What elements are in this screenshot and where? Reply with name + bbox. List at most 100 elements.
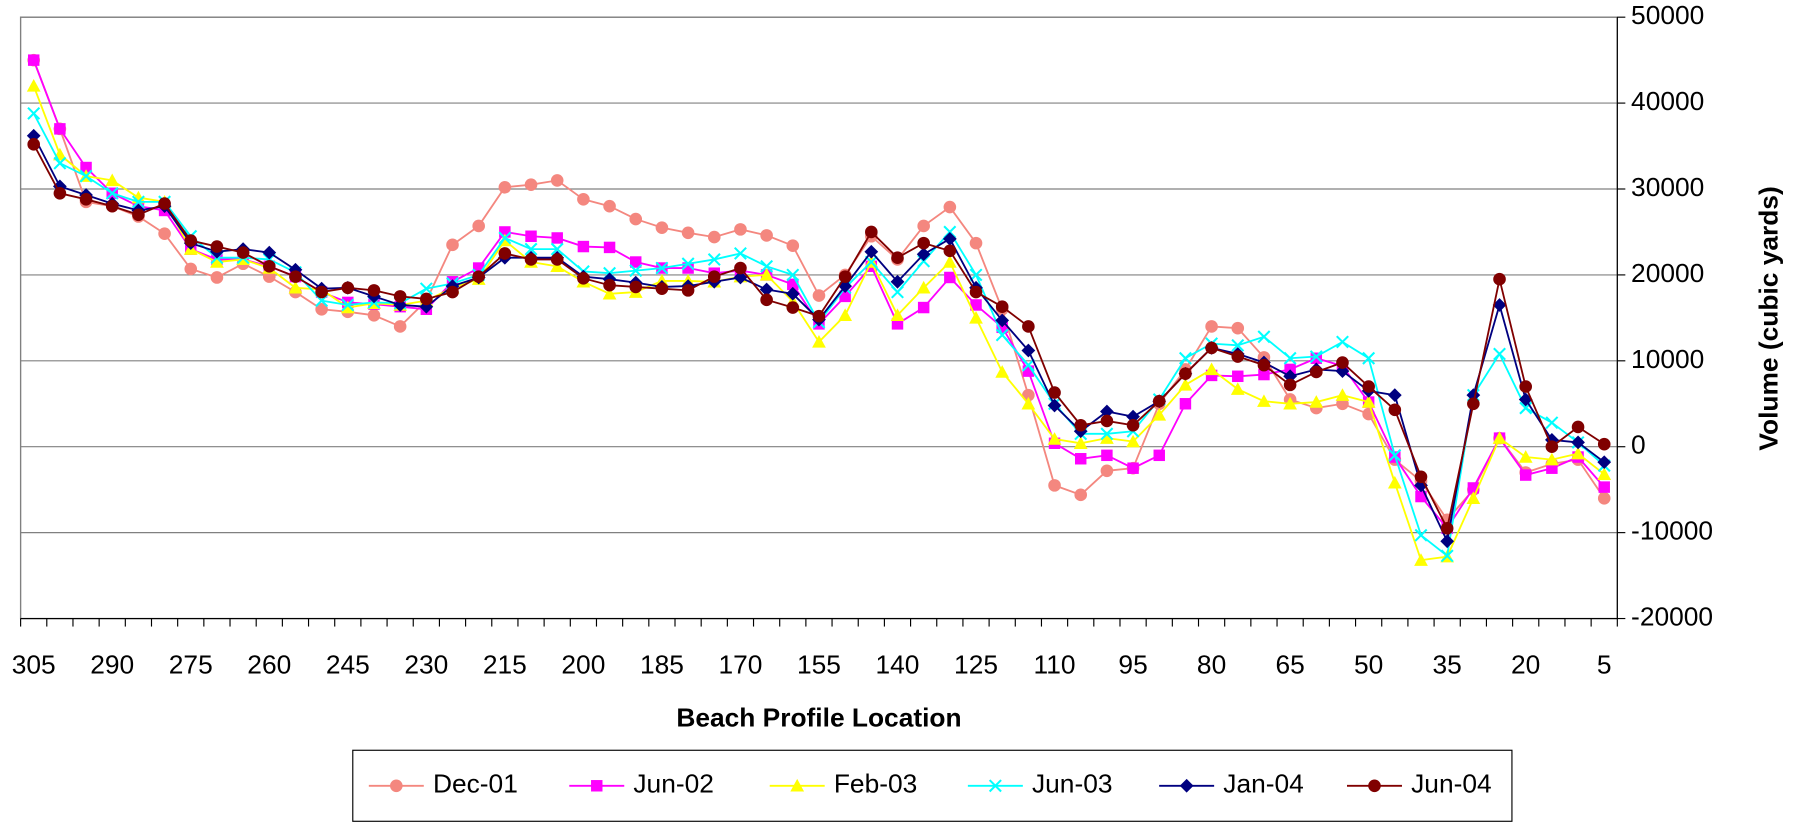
marker xyxy=(420,292,433,306)
marker xyxy=(1127,462,1139,474)
y-axis-title: Volume (cubic yards) xyxy=(1754,186,1784,450)
marker xyxy=(865,225,878,239)
marker xyxy=(1467,482,1480,494)
marker xyxy=(498,247,512,260)
marker xyxy=(760,229,773,242)
marker xyxy=(733,246,747,260)
marker xyxy=(1021,358,1035,372)
marker xyxy=(1022,320,1035,333)
marker xyxy=(917,301,930,314)
x-tick-label: 215 xyxy=(483,650,527,680)
marker xyxy=(210,271,224,284)
marker xyxy=(1205,369,1218,382)
marker xyxy=(629,212,643,226)
marker xyxy=(790,778,805,792)
marker xyxy=(1518,450,1533,463)
marker xyxy=(787,278,799,291)
marker xyxy=(1258,368,1270,381)
marker xyxy=(1021,396,1036,410)
marker xyxy=(446,238,459,252)
marker xyxy=(577,272,590,285)
x-tick-label: 275 xyxy=(169,650,213,680)
marker xyxy=(1545,452,1559,466)
marker xyxy=(970,299,982,311)
x-tick-label: 155 xyxy=(797,650,841,680)
marker xyxy=(942,255,957,268)
marker xyxy=(525,230,537,242)
marker xyxy=(105,199,119,213)
marker xyxy=(499,226,511,238)
x-tick-label: 50 xyxy=(1354,650,1383,680)
x-tick-label: 65 xyxy=(1275,650,1304,680)
marker xyxy=(1152,408,1167,421)
marker xyxy=(629,264,643,278)
marker xyxy=(707,252,721,266)
marker xyxy=(498,180,512,194)
x-tick-label: 110 xyxy=(1034,650,1076,680)
marker xyxy=(1100,431,1114,444)
marker xyxy=(891,318,904,330)
marker xyxy=(367,284,381,297)
marker xyxy=(105,173,120,187)
marker xyxy=(943,244,957,258)
marker xyxy=(1310,352,1323,364)
marker xyxy=(838,270,852,283)
marker xyxy=(210,255,224,268)
marker xyxy=(550,174,564,187)
legend-label: Jun-03 xyxy=(1032,769,1113,799)
marker xyxy=(734,223,747,236)
marker xyxy=(1232,370,1244,383)
x-tick-label: 230 xyxy=(404,650,448,680)
marker xyxy=(1100,427,1114,441)
y-tick-label: 30000 xyxy=(1631,172,1704,202)
marker xyxy=(472,270,485,283)
marker xyxy=(1204,362,1219,376)
marker xyxy=(524,253,538,266)
marker xyxy=(838,308,853,322)
marker xyxy=(917,219,930,233)
marker xyxy=(760,293,773,307)
marker xyxy=(210,240,224,253)
marker xyxy=(602,286,617,300)
marker xyxy=(340,300,355,314)
marker xyxy=(393,290,407,303)
marker xyxy=(262,260,276,273)
marker xyxy=(1257,394,1271,407)
marker xyxy=(53,186,67,200)
marker xyxy=(1335,388,1350,401)
marker xyxy=(812,309,826,323)
x-tick-label: 260 xyxy=(247,650,291,680)
legend: Dec-01 Jun-02 Feb-03 Jun-03 Jan-04 Jun-04 xyxy=(368,769,1492,799)
x-tick-label: 125 xyxy=(954,650,998,680)
marker xyxy=(79,169,93,183)
marker xyxy=(1493,347,1506,361)
marker xyxy=(1466,491,1481,504)
x-tick-label: 245 xyxy=(326,650,370,680)
marker xyxy=(1368,779,1381,793)
marker xyxy=(1597,467,1612,480)
marker xyxy=(472,262,485,274)
marker xyxy=(916,280,931,294)
marker xyxy=(1074,488,1088,502)
marker xyxy=(236,246,250,259)
marker xyxy=(1048,479,1061,492)
marker xyxy=(1178,377,1193,391)
marker xyxy=(655,282,669,295)
marker xyxy=(1152,394,1166,408)
plot xyxy=(26,53,1612,566)
marker xyxy=(524,178,538,192)
marker xyxy=(550,253,564,266)
marker xyxy=(591,780,603,792)
marker xyxy=(1047,398,1062,413)
marker xyxy=(184,234,198,247)
marker xyxy=(655,221,669,234)
marker xyxy=(733,270,748,285)
marker xyxy=(1231,321,1245,335)
marker xyxy=(1231,350,1245,363)
marker xyxy=(1414,553,1428,566)
marker xyxy=(995,300,1009,313)
marker xyxy=(786,239,800,252)
marker xyxy=(630,256,642,268)
marker xyxy=(393,320,407,333)
marker xyxy=(288,280,303,294)
